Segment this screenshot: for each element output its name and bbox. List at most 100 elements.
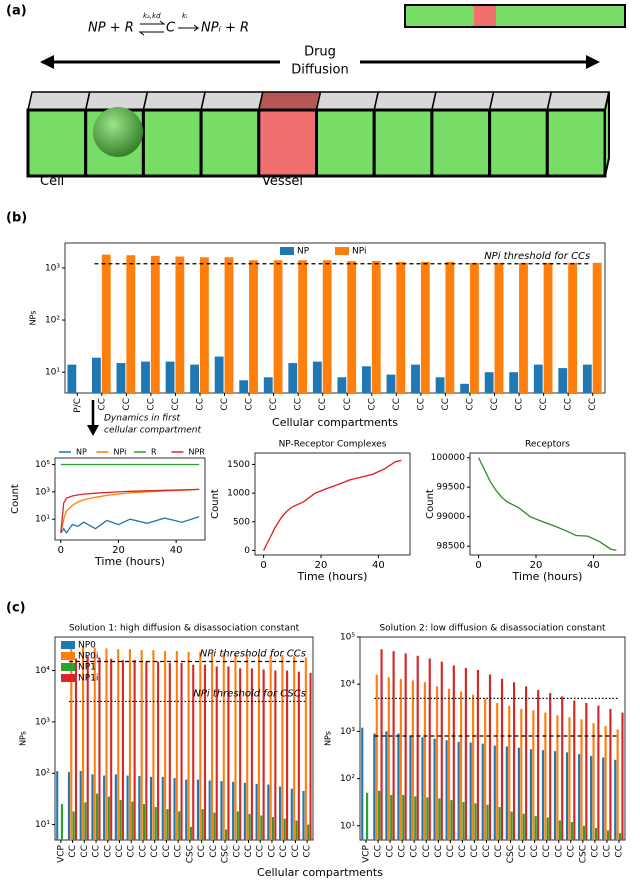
chart-title: Solution 1: high diffusion & disassociat… — [69, 624, 300, 634]
bar — [121, 660, 124, 840]
bar — [260, 815, 263, 840]
bar — [283, 818, 286, 840]
plot-frame — [54, 636, 314, 841]
x-tick-label: CC — [367, 398, 377, 411]
bar — [173, 778, 176, 840]
bar — [178, 811, 181, 840]
y-tick-label: 98500 — [436, 542, 465, 552]
bar — [225, 829, 228, 840]
bar — [232, 781, 235, 840]
x-tick-label: CC — [466, 398, 476, 411]
y-tick-label: 99500 — [436, 483, 465, 493]
bar — [180, 663, 183, 840]
bar — [558, 820, 561, 840]
bar — [164, 651, 167, 840]
bar — [70, 647, 73, 840]
top-face — [373, 91, 437, 111]
panel-label: (a) — [6, 4, 27, 19]
bar — [361, 727, 364, 840]
x-tick-label: CC — [518, 845, 528, 858]
bar — [493, 745, 496, 840]
x-tick-label: CC — [539, 398, 549, 411]
front-face — [315, 108, 376, 178]
side-face — [604, 91, 610, 177]
y-tick-label: 10² — [340, 774, 355, 784]
rate: kₐ,kd — [143, 12, 161, 20]
bar — [621, 712, 624, 840]
line — [60, 488, 200, 533]
legend-label: R — [151, 448, 157, 457]
bar — [366, 792, 369, 840]
bar — [534, 816, 537, 840]
y-tick-label: 10⁴ — [35, 666, 50, 676]
x-tick-label: CSC — [185, 845, 195, 863]
arrow — [178, 24, 200, 32]
bar — [476, 669, 480, 840]
top-face — [546, 91, 610, 111]
equation: C — [166, 21, 176, 36]
bar — [281, 655, 284, 840]
legend-swatch — [280, 247, 294, 255]
top-face — [200, 91, 264, 111]
front-face — [430, 108, 492, 178]
bar — [509, 372, 519, 393]
bar — [263, 377, 273, 393]
bar — [93, 647, 96, 840]
bar — [390, 794, 393, 840]
x-axis-label: Cellular compartments — [272, 416, 398, 429]
cell-sphere — [93, 107, 143, 157]
bar — [185, 779, 188, 840]
y-tick-label: 10⁵ — [340, 633, 355, 643]
bar — [190, 364, 200, 393]
x-tick-label: CC — [441, 398, 451, 411]
bar — [505, 746, 508, 840]
x-tick-label: 0 — [475, 560, 481, 571]
bar — [288, 363, 298, 393]
bar — [86, 656, 89, 840]
bar — [215, 666, 218, 840]
line — [60, 488, 200, 534]
bar — [438, 798, 441, 840]
bar — [208, 780, 211, 840]
bar — [556, 715, 559, 840]
bar — [590, 756, 593, 840]
bar — [387, 677, 390, 840]
bar — [402, 794, 405, 840]
bar — [435, 686, 439, 840]
top-face — [142, 91, 207, 111]
top-face — [315, 91, 380, 111]
x-tick-label: CC — [422, 845, 432, 858]
bar — [396, 261, 406, 393]
bar — [525, 686, 528, 840]
x-tick-label: CC — [392, 398, 402, 411]
x-tick-label: CC — [196, 398, 206, 411]
bar — [239, 668, 242, 840]
x-tick-label: CSC — [221, 845, 231, 863]
bar — [549, 693, 552, 840]
bar — [200, 257, 209, 393]
x-tick-label: CSC — [506, 845, 516, 863]
bar — [154, 806, 157, 840]
bar — [103, 775, 106, 840]
threshold-label: NPi threshold for CSCs — [193, 688, 306, 699]
x-tick-label: 20 — [530, 560, 543, 571]
bar — [378, 790, 381, 840]
legend-label: NP — [76, 448, 87, 457]
label: Cell — [40, 174, 64, 189]
x-tick-label: CC — [80, 845, 90, 858]
label: Diffusion — [291, 63, 348, 78]
front-face — [545, 108, 607, 178]
bar — [199, 651, 202, 840]
bar — [373, 733, 376, 840]
bar — [91, 774, 94, 840]
x-tick-label: CC — [374, 845, 384, 858]
panel-label: (b) — [6, 211, 27, 226]
y-tick-label: 100000 — [431, 453, 466, 463]
front-face — [199, 108, 261, 178]
x-tick-label: CC — [542, 845, 552, 858]
bar — [203, 664, 207, 840]
bar — [201, 809, 204, 840]
bar — [592, 262, 602, 393]
top-face — [488, 91, 553, 111]
bar — [347, 261, 357, 393]
